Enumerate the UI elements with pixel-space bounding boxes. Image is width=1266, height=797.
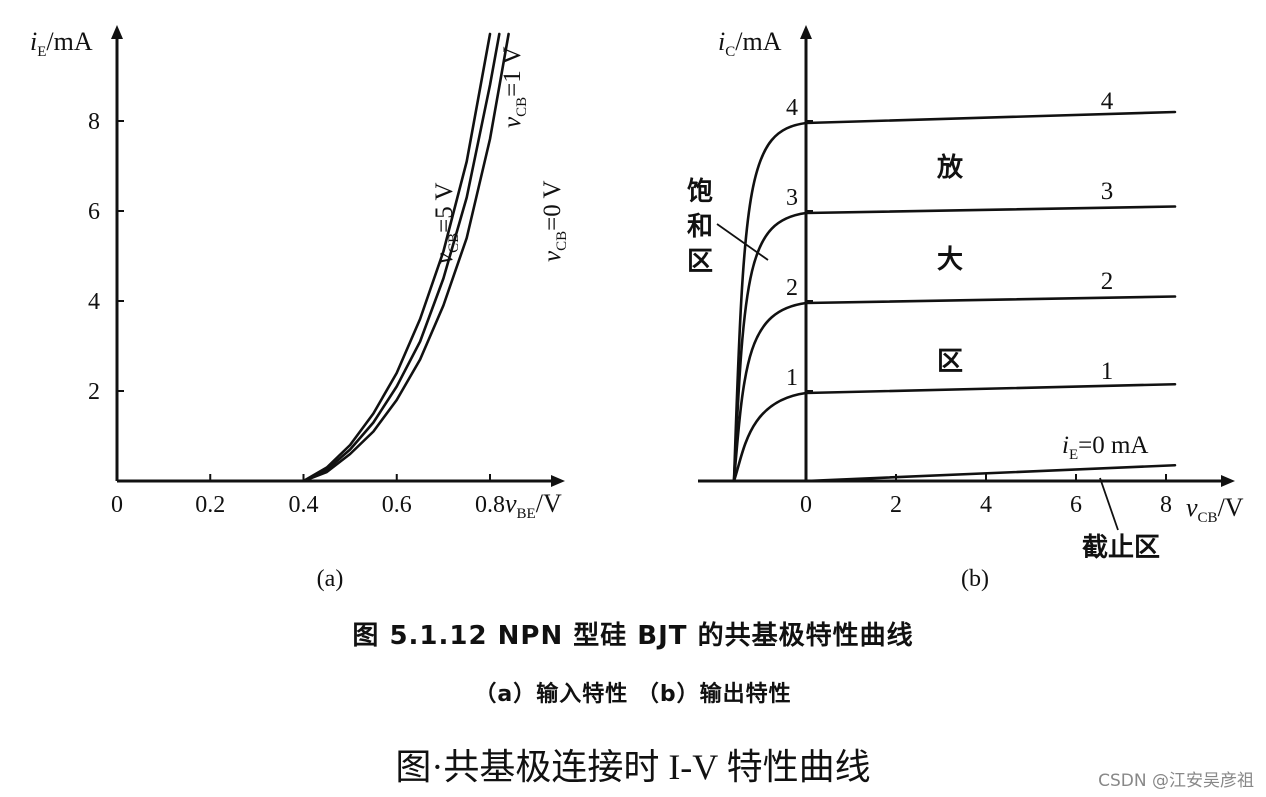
chart-figure: 0 0.2 0.4 0.6 0.8 2 4 6 8 iE/mA vBE/V vCB=5 V v… [30, 25, 1244, 592]
panel-a-x-tick-label: 0.4 [289, 492, 319, 518]
region-saturation-char-3: 区 [687, 247, 713, 277]
figure-subtitle: （a）输入特性 （b）输出特性 [474, 682, 792, 707]
panel-b-y-axis-label: iC/mA [718, 27, 782, 60]
panel-a-curves [302, 32, 510, 483]
panel-a-x-tick-label: 0.6 [382, 492, 412, 518]
figure-title: 图 5.1.12 NPN 型硅 BJT 的共基极特性曲线 [352, 621, 914, 651]
panel-a-series-line-3 [302, 32, 510, 483]
panel-a-y-axis-label: iE/mA [30, 27, 93, 60]
panel-a-x-tick-label: 0.2 [195, 492, 225, 518]
panel-b-x-ticks: 0 2 4 6 8 [800, 474, 1172, 518]
region-active-char-1: 放 [936, 152, 964, 183]
panel-a-y-tick-label: 2 [88, 379, 100, 405]
saturation-pointer [716, 223, 769, 261]
panel-b-x-tick-label: 8 [1160, 492, 1172, 518]
region-saturation-char-2: 和 [687, 212, 713, 242]
cutoff-pointer [1099, 477, 1119, 531]
panel-b-x-tick-label: 2 [890, 492, 902, 518]
panel-b-series-line-3 [732, 295, 1177, 483]
panel-b-series-line-5 [804, 463, 1177, 483]
panel-b-x-tick-label: 0 [800, 492, 812, 518]
series-label-vcb-0v: vCB=0 V [539, 180, 570, 262]
panel-b-series-label: 4 [1101, 88, 1114, 115]
watermark: CSDN @江安吴彦祖 [1098, 771, 1254, 791]
panel-a-series-line-2 [302, 32, 501, 483]
panel-b-series-label: 2 [1101, 268, 1114, 295]
panel-b-x-tick-label: 4 [980, 492, 992, 518]
region-saturation-char-1: 饱 [687, 177, 713, 207]
panel-b-y-ticks: 1 2 3 4 [786, 95, 813, 392]
series-label-vcb-1v: vCB=1 V [499, 46, 530, 128]
panel-b-y-tick-label: 1 [786, 365, 798, 391]
panel-b-series-line-4 [732, 382, 1177, 483]
panel-b-y-tick-label: 3 [786, 185, 798, 211]
panel-b-curves: 4 3 2 1 iE=0 mA [732, 88, 1177, 483]
panel-b-series-label-ie0: iE=0 mA [1062, 432, 1148, 463]
panel-a-y-ticks: 2 4 6 8 [88, 109, 124, 405]
panel-a-x-tick-label: 0 [111, 492, 123, 518]
panel-b-series-label: 1 [1101, 358, 1114, 385]
panel-a-y-tick-label: 8 [88, 109, 100, 135]
panel-b: 0 2 4 6 8 1 2 3 4 4 3 2 1 iE=0 mA iC/mA vCB/V 饱 和 区… [687, 25, 1244, 592]
panel-b-series-label: 3 [1101, 178, 1114, 205]
panel-a-y-tick-label: 6 [88, 199, 100, 225]
panel-b-label: (b) [961, 566, 989, 592]
panel-b-x-tick-label: 6 [1070, 492, 1082, 518]
panel-b-y-tick-label: 4 [786, 95, 798, 121]
panel-a-x-ticks: 0 0.2 0.4 0.6 0.8 [111, 474, 505, 518]
panel-b-y-tick-label: 2 [786, 275, 798, 301]
panel-a-label: (a) [317, 566, 344, 592]
panel-b-series-line-2 [732, 205, 1177, 483]
panel-a: 0 0.2 0.4 0.6 0.8 2 4 6 8 iE/mA vBE/V vCB=5 V v… [30, 25, 570, 592]
panel-a-y-tick-label: 4 [88, 289, 100, 315]
panel-b-x-axis-label: vCB/V [1186, 493, 1244, 526]
panel-a-series-line-1 [302, 32, 492, 483]
panel-a-x-tick-label: 0.8 [475, 492, 505, 518]
caption: 图·共基极连接时 I-V 特性曲线 [395, 747, 871, 787]
panel-b-series-line-1 [732, 110, 1177, 483]
series-label-vcb-5v: vCB=5 V [431, 182, 462, 264]
region-active-char-2: 大 [937, 245, 963, 275]
region-cutoff-label: 截止区 [1082, 533, 1160, 563]
region-active-char-3: 区 [937, 347, 963, 377]
panel-a-x-axis-label: vBE/V [505, 489, 562, 522]
